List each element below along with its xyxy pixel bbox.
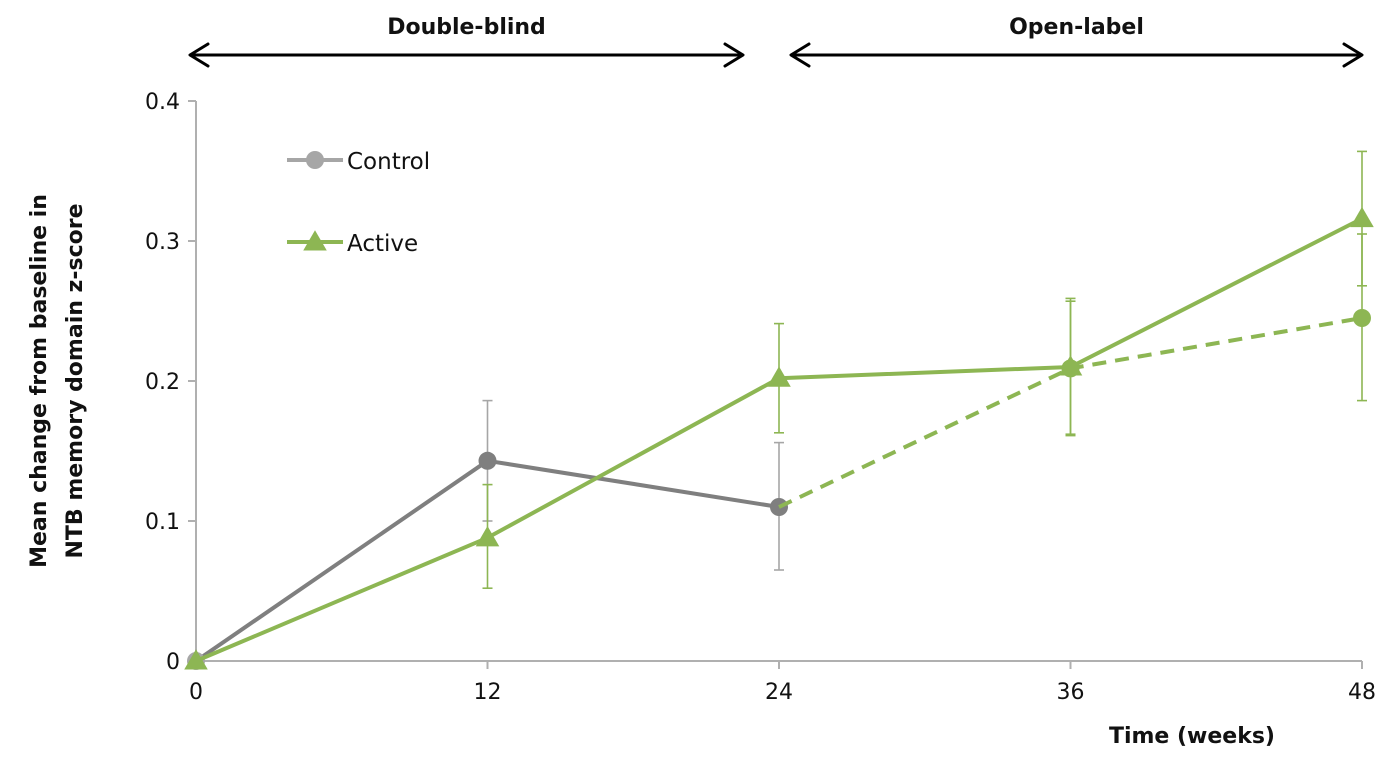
phase-arrow-head-right bbox=[723, 42, 745, 68]
data-point-marker bbox=[1058, 355, 1083, 376]
data-point-marker bbox=[1353, 309, 1371, 327]
y-tick-label: 0.2 bbox=[145, 370, 180, 395]
legend-item-control: Control bbox=[287, 149, 430, 175]
active-series bbox=[184, 206, 1374, 670]
series-errorbars bbox=[1065, 233, 1367, 437]
phase-label: Open-label bbox=[1009, 15, 1144, 40]
axes: 0 0.1 0.2 0.3 0.4 0 12 24 36 48 bbox=[145, 90, 1376, 705]
phase-annotations: Double-blind Open-label bbox=[188, 15, 1364, 68]
phase-arrow-head-left bbox=[789, 42, 811, 68]
data-point-marker bbox=[767, 366, 791, 387]
legend-label: Control bbox=[347, 149, 430, 175]
legend-label: Active bbox=[347, 231, 418, 257]
data-point-marker bbox=[184, 649, 208, 670]
x-tick-label: 36 bbox=[1057, 680, 1085, 705]
y-tick-label: 0.4 bbox=[145, 90, 180, 115]
phase-label: Double-blind bbox=[387, 15, 546, 40]
axis-titles: Time (weeks) Mean change from baseline i… bbox=[27, 194, 1275, 749]
y-tick-label: 0.1 bbox=[145, 510, 180, 535]
phase-arrow-head-right bbox=[1342, 42, 1364, 68]
legend: Control Active bbox=[287, 149, 430, 257]
phase-arrow-head-left bbox=[188, 42, 210, 68]
data-point-marker bbox=[306, 151, 324, 169]
y-axis-title-line-1: Mean change from baseline in bbox=[27, 194, 52, 568]
series-errorbars bbox=[482, 150, 1367, 590]
x-tick-label: 48 bbox=[1348, 680, 1376, 705]
y-tick-label: 0.3 bbox=[145, 230, 180, 255]
series-line bbox=[195, 216, 1363, 663]
extension-series bbox=[778, 309, 1371, 509]
series-group bbox=[184, 150, 1374, 670]
data-point-marker bbox=[303, 230, 327, 251]
data-point-marker bbox=[475, 526, 500, 547]
legend-item-active: Active bbox=[287, 230, 418, 257]
x-tick-label: 0 bbox=[189, 680, 203, 705]
data-point-marker bbox=[1350, 206, 1374, 228]
y-tick-label: 0 bbox=[166, 650, 180, 675]
data-point-marker bbox=[478, 451, 497, 470]
x-axis-title: Time (weeks) bbox=[1109, 724, 1275, 749]
x-tick-label: 12 bbox=[474, 680, 502, 705]
x-tick-label: 24 bbox=[765, 680, 793, 705]
y-axis-title-line-2: NTB memory domain z-score bbox=[63, 203, 88, 558]
